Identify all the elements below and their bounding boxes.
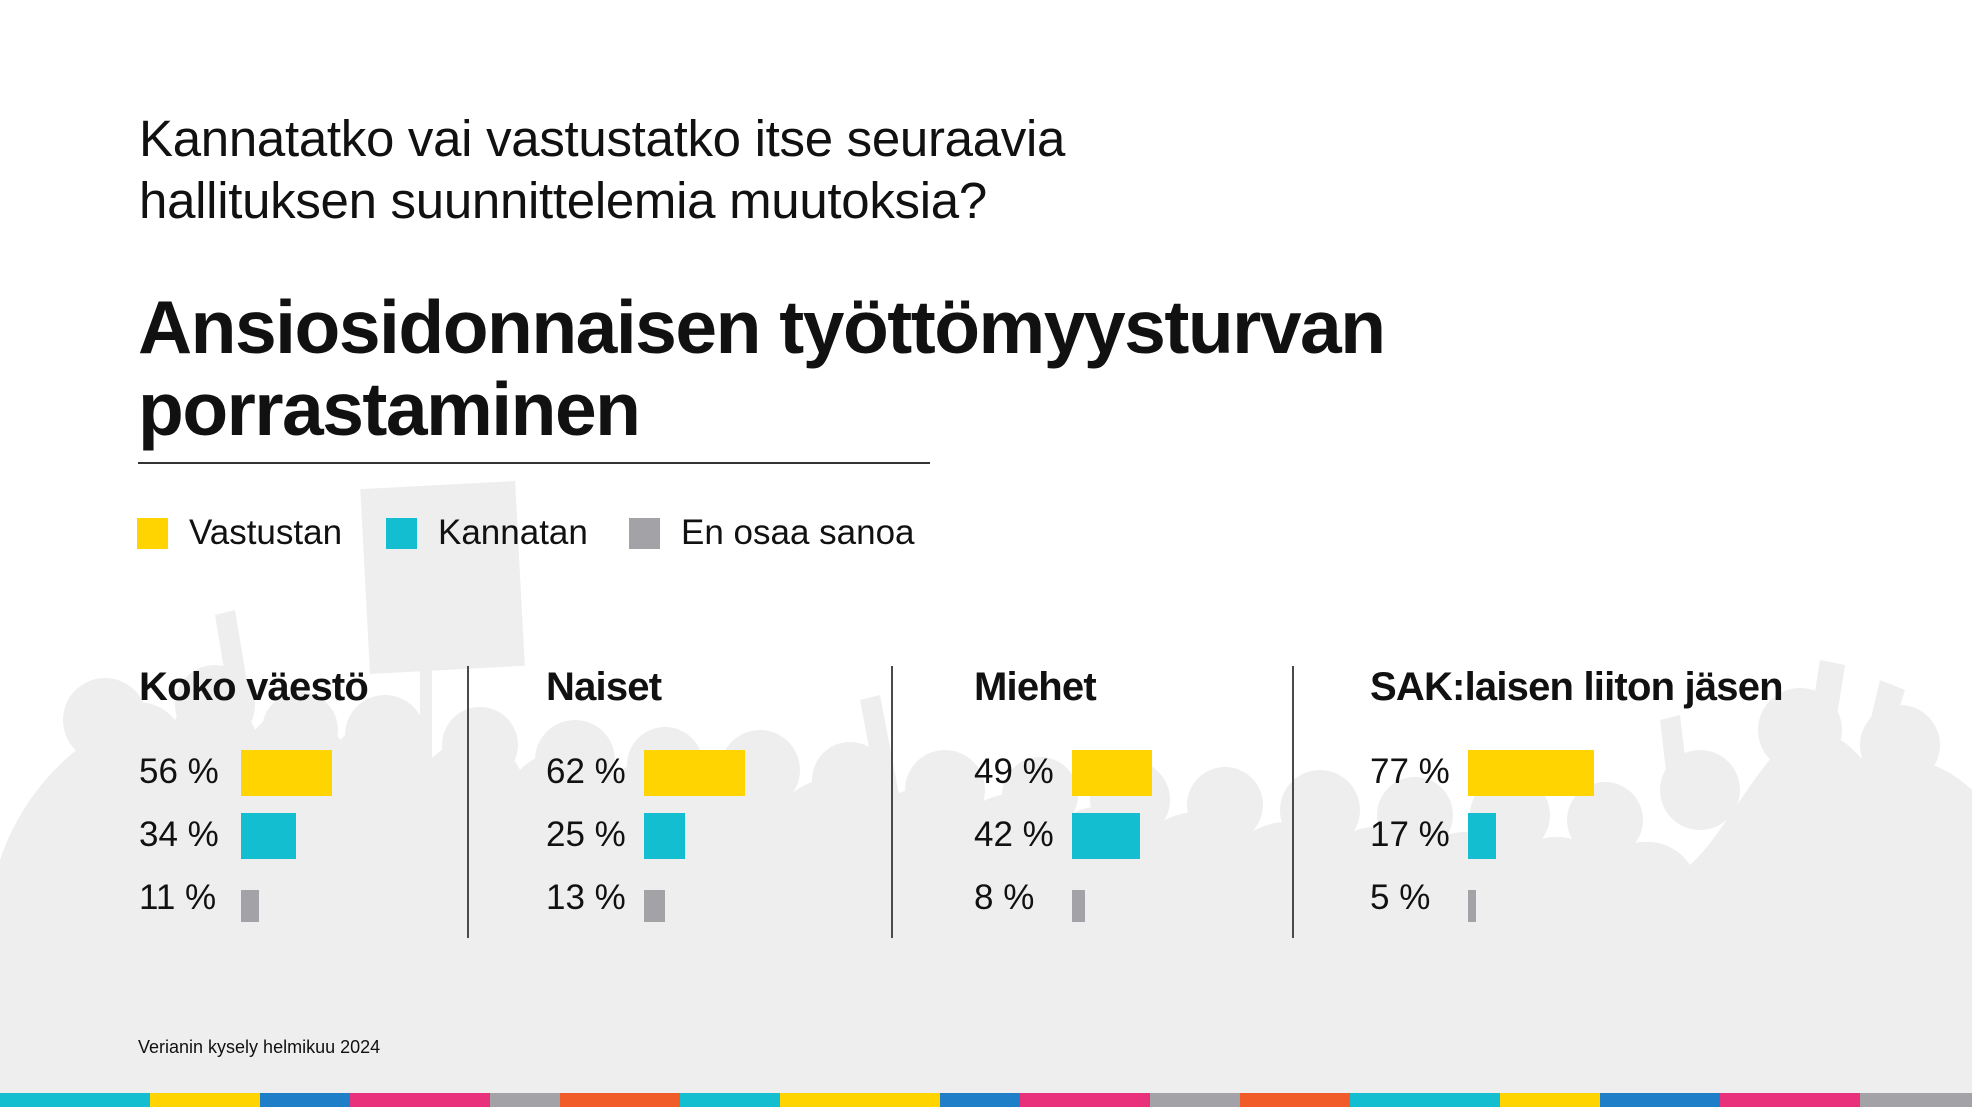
title-divider [138,462,930,464]
decorative-color-strip [0,1093,1972,1107]
bar-value-label: 49 % [974,752,1054,791]
legend-item-vastustan: Vastustan [137,513,342,553]
group-title: SAK:laisen liiton jäsen [1370,665,1784,709]
survey-question: Kannatatko vai vastustatko itse seuraavi… [139,108,1065,232]
group-divider [467,666,469,938]
strip-segment [1150,1093,1240,1107]
group-title: Koko väestö [139,665,369,709]
strip-segment [780,1093,940,1107]
strip-segment [350,1093,490,1107]
legend-item-kannatan: Kannatan [386,513,588,553]
legend-label: En osaa sanoa [681,513,915,552]
bar-kannatan [241,813,296,859]
bar-value-label: 62 % [546,752,626,791]
bar-en-osaa-sanoa [241,890,259,922]
source-note: Verianin kysely helmikuu 2024 [138,1037,381,1057]
bar-value-label: 13 % [546,878,626,917]
strip-segment [260,1093,350,1107]
bar-value-label: 42 % [974,815,1054,854]
strip-segment [940,1093,1020,1107]
bar-en-osaa-sanoa [644,890,665,922]
strip-segment [1720,1093,1860,1107]
bar-value-label: 25 % [546,815,626,854]
bar-value-label: 17 % [1370,815,1450,854]
group-divider [1292,666,1294,938]
survey-question-line: Kannatatko vai vastustatko itse seuraavi… [139,110,1066,167]
group-title: Miehet [974,665,1097,709]
bar-value-label: 8 % [974,878,1035,917]
strip-segment [1860,1093,1972,1107]
bar-vastustan [1468,750,1594,796]
bar-vastustan [1072,750,1152,796]
bar-en-osaa-sanoa [1072,890,1085,922]
strip-segment [680,1093,780,1107]
bar-value-label: 34 % [139,815,219,854]
bar-en-osaa-sanoa [1468,890,1476,922]
strip-segment [490,1093,560,1107]
group-divider [891,666,893,938]
bar-value-label: 56 % [139,752,219,791]
legend-label: Vastustan [189,513,343,552]
legend-item-en-osaa-sanoa: En osaa sanoa [629,513,915,553]
bar-kannatan [1468,813,1496,859]
bar-kannatan [644,813,685,859]
chart-title-line: porrastaminen [138,367,641,451]
strip-segment [1500,1093,1600,1107]
bar-kannatan [1072,813,1140,859]
strip-segment [0,1093,150,1107]
bar-value-label: 5 % [1370,878,1431,917]
chart-title-line: Ansiosidonnaisen työttömyysturvan [138,285,1386,369]
bar-value-label: 77 % [1370,752,1450,791]
strip-segment [1020,1093,1150,1107]
group-title: Naiset [546,665,662,709]
survey-question-line: hallituksen suunnittelemia muutoksia? [139,172,987,229]
strip-segment [1350,1093,1500,1107]
bar-vastustan [241,750,332,796]
strip-segment [560,1093,680,1107]
bar-value-label: 11 % [139,878,217,917]
legend-label: Kannatan [438,513,588,552]
strip-segment [1240,1093,1350,1107]
legend-swatch [137,517,168,549]
legend-swatch [386,517,417,549]
strip-segment [150,1093,260,1107]
protest-sign-shape [360,481,525,674]
strip-segment [1600,1093,1720,1107]
bar-vastustan [644,750,745,796]
legend-swatch [629,517,660,549]
chart-title: Ansiosidonnaisen työttömyysturvan porras… [138,285,1386,451]
